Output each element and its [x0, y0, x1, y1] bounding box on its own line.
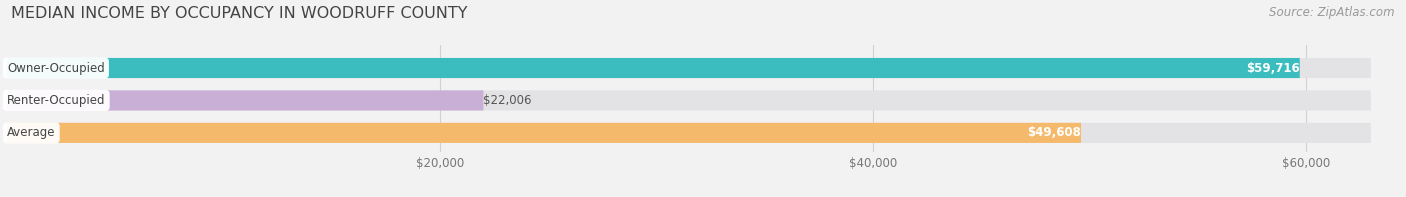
Text: Average: Average [7, 126, 56, 139]
Text: $49,608: $49,608 [1026, 126, 1081, 139]
Text: $22,006: $22,006 [484, 94, 531, 107]
FancyBboxPatch shape [7, 90, 484, 111]
FancyBboxPatch shape [7, 123, 1081, 143]
Text: Renter-Occupied: Renter-Occupied [7, 94, 105, 107]
Text: $59,716: $59,716 [1246, 61, 1299, 74]
FancyBboxPatch shape [7, 58, 1299, 78]
FancyBboxPatch shape [7, 123, 1371, 143]
Text: MEDIAN INCOME BY OCCUPANCY IN WOODRUFF COUNTY: MEDIAN INCOME BY OCCUPANCY IN WOODRUFF C… [11, 6, 468, 21]
FancyBboxPatch shape [7, 58, 1371, 78]
Text: Owner-Occupied: Owner-Occupied [7, 61, 105, 74]
Text: Source: ZipAtlas.com: Source: ZipAtlas.com [1270, 6, 1395, 19]
FancyBboxPatch shape [7, 90, 1371, 111]
